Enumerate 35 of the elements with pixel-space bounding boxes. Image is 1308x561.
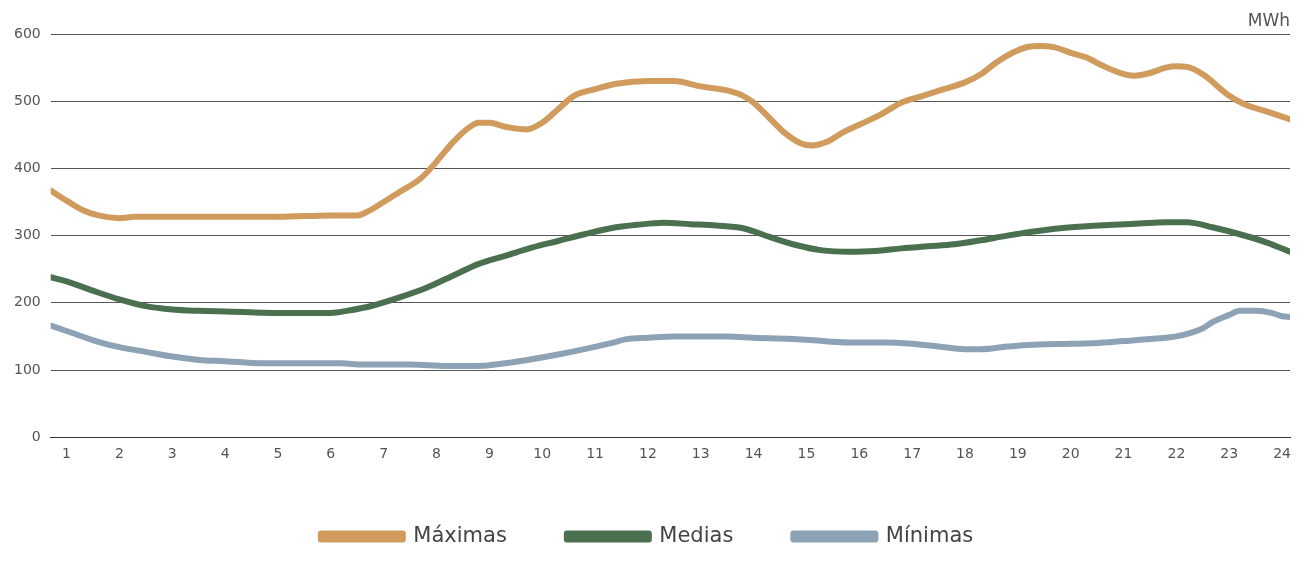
y-tick-label: 0 (31, 427, 41, 444)
x-tick-label: 23 (1220, 445, 1239, 462)
x-tick-label: 10 (533, 445, 552, 462)
x-tick-label: 12 (638, 445, 657, 462)
x-tick-label: 11 (586, 445, 604, 462)
legend-label: Mínimas (885, 522, 974, 547)
y-tick-label: 600 (13, 24, 41, 41)
y-tick-label: 500 (13, 91, 41, 108)
x-tick-label: 19 (1008, 445, 1027, 462)
y-tick-label: 300 (13, 226, 41, 243)
x-tick-label: 4 (220, 445, 230, 462)
x-tick-label: 7 (379, 445, 389, 462)
y-tick-label: 400 (13, 159, 41, 176)
x-tick-label: 5 (273, 445, 283, 462)
x-tick-label: 14 (744, 445, 763, 462)
x-tick-label: 15 (797, 445, 816, 462)
x-tick-label: 17 (903, 445, 922, 462)
x-tick-label: 20 (1061, 445, 1080, 462)
x-tick-label: 1 (62, 445, 72, 462)
x-tick-label: 6 (326, 445, 336, 462)
x-tick-label: 16 (850, 445, 869, 462)
x-tick-label: 22 (1167, 445, 1186, 462)
x-tick-label: 3 (167, 445, 177, 462)
x-tick-label: 18 (956, 445, 974, 462)
x-tick-label: 8 (432, 445, 441, 462)
x-tick-label: 9 (484, 445, 494, 462)
legend-label: Máximas (413, 522, 507, 547)
x-tick-label: 21 (1114, 445, 1133, 462)
y-tick-label: 200 (13, 293, 41, 310)
y-axis-title: MWh (1247, 9, 1290, 30)
x-tick-label: 13 (691, 445, 710, 462)
x-tick-label: 24 (1273, 445, 1292, 462)
legend-label: Medias (659, 522, 734, 547)
x-tick-label: 2 (114, 445, 124, 462)
y-tick-label: 100 (13, 360, 41, 377)
